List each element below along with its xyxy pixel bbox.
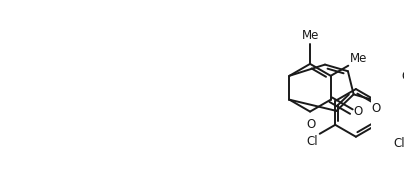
Text: O: O bbox=[306, 118, 316, 131]
Text: Me: Me bbox=[350, 52, 368, 65]
Text: Me: Me bbox=[301, 29, 319, 42]
Text: O: O bbox=[402, 70, 404, 83]
Text: Cl: Cl bbox=[306, 135, 318, 148]
Text: Cl: Cl bbox=[393, 137, 404, 150]
Text: O: O bbox=[353, 105, 362, 118]
Text: O: O bbox=[371, 102, 380, 115]
